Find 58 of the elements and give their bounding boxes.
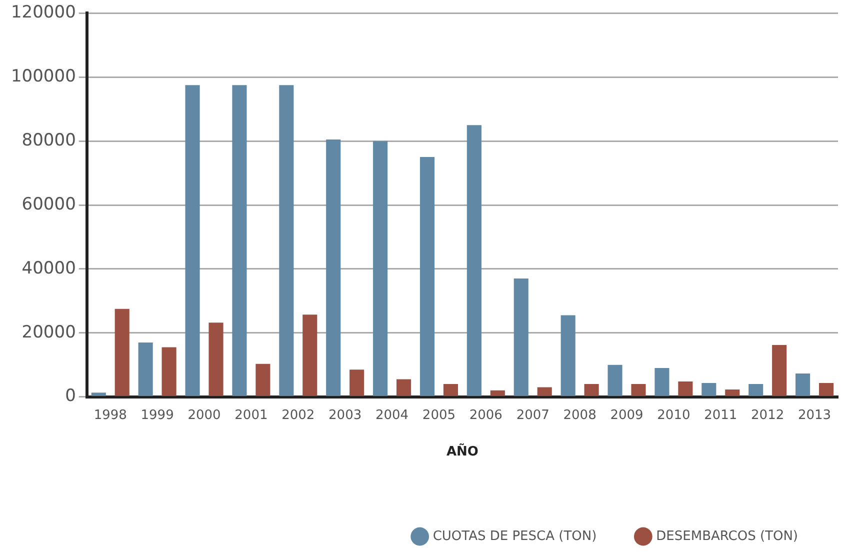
bar xyxy=(185,85,200,396)
bar xyxy=(114,308,130,396)
bar xyxy=(818,383,834,396)
bar xyxy=(279,85,294,396)
bar xyxy=(725,389,740,396)
bar xyxy=(466,125,482,396)
x-tick-label: 2003 xyxy=(328,408,362,423)
y-tick-label: 20000 xyxy=(22,322,76,342)
x-tick-label: 2011 xyxy=(704,408,738,423)
x-tick-label: 2001 xyxy=(234,408,268,423)
bar xyxy=(302,314,318,396)
bar xyxy=(420,157,435,396)
bar xyxy=(208,322,224,396)
x-tick-label: 1998 xyxy=(94,408,127,423)
bar xyxy=(748,384,764,396)
x-tick-label: 2007 xyxy=(516,408,550,423)
bar xyxy=(91,392,106,396)
x-tick-label: 2000 xyxy=(188,408,221,423)
y-tick-label: 120000 xyxy=(10,2,76,23)
bar xyxy=(631,384,646,396)
bar xyxy=(678,381,693,396)
bar xyxy=(326,139,341,396)
bar xyxy=(490,390,505,396)
x-tick-label: 2006 xyxy=(469,408,502,423)
y-tick-label: 60000 xyxy=(22,194,76,214)
bar xyxy=(560,315,576,396)
y-tick-label: 100000 xyxy=(10,66,76,87)
x-tick-label: 2009 xyxy=(610,408,644,423)
bar xyxy=(373,141,388,396)
legend-label: DESEMBARCOS (TON) xyxy=(656,528,798,544)
bar xyxy=(443,384,458,396)
bar xyxy=(232,85,247,396)
x-tick-label: 2012 xyxy=(751,408,784,423)
y-tick-label: 0 xyxy=(65,386,76,406)
bar xyxy=(350,370,364,396)
bar xyxy=(654,368,670,396)
bar xyxy=(396,379,412,396)
x-tick-label: 2013 xyxy=(798,408,832,423)
x-axis-title: AÑO xyxy=(446,442,478,460)
y-tick-label: 80000 xyxy=(22,130,76,150)
x-tick-label: 2010 xyxy=(657,408,690,423)
y-tick-label: 40000 xyxy=(22,258,76,278)
bar xyxy=(702,383,716,396)
bar xyxy=(584,384,599,396)
bar xyxy=(796,373,810,396)
legend-label: CUOTAS DE PESCA (TON) xyxy=(432,528,597,544)
bar xyxy=(162,347,176,396)
bar xyxy=(772,345,787,396)
bar xyxy=(537,387,552,396)
x-tick-label: 2005 xyxy=(422,408,456,423)
x-tick-label: 1999 xyxy=(140,408,174,423)
bar xyxy=(608,364,622,396)
bar xyxy=(138,342,153,396)
bar xyxy=(514,278,528,396)
x-tick-label: 2004 xyxy=(375,408,409,423)
x-tick-label: 2008 xyxy=(563,408,596,423)
bar xyxy=(256,364,270,396)
x-tick-label: 2002 xyxy=(282,408,315,423)
